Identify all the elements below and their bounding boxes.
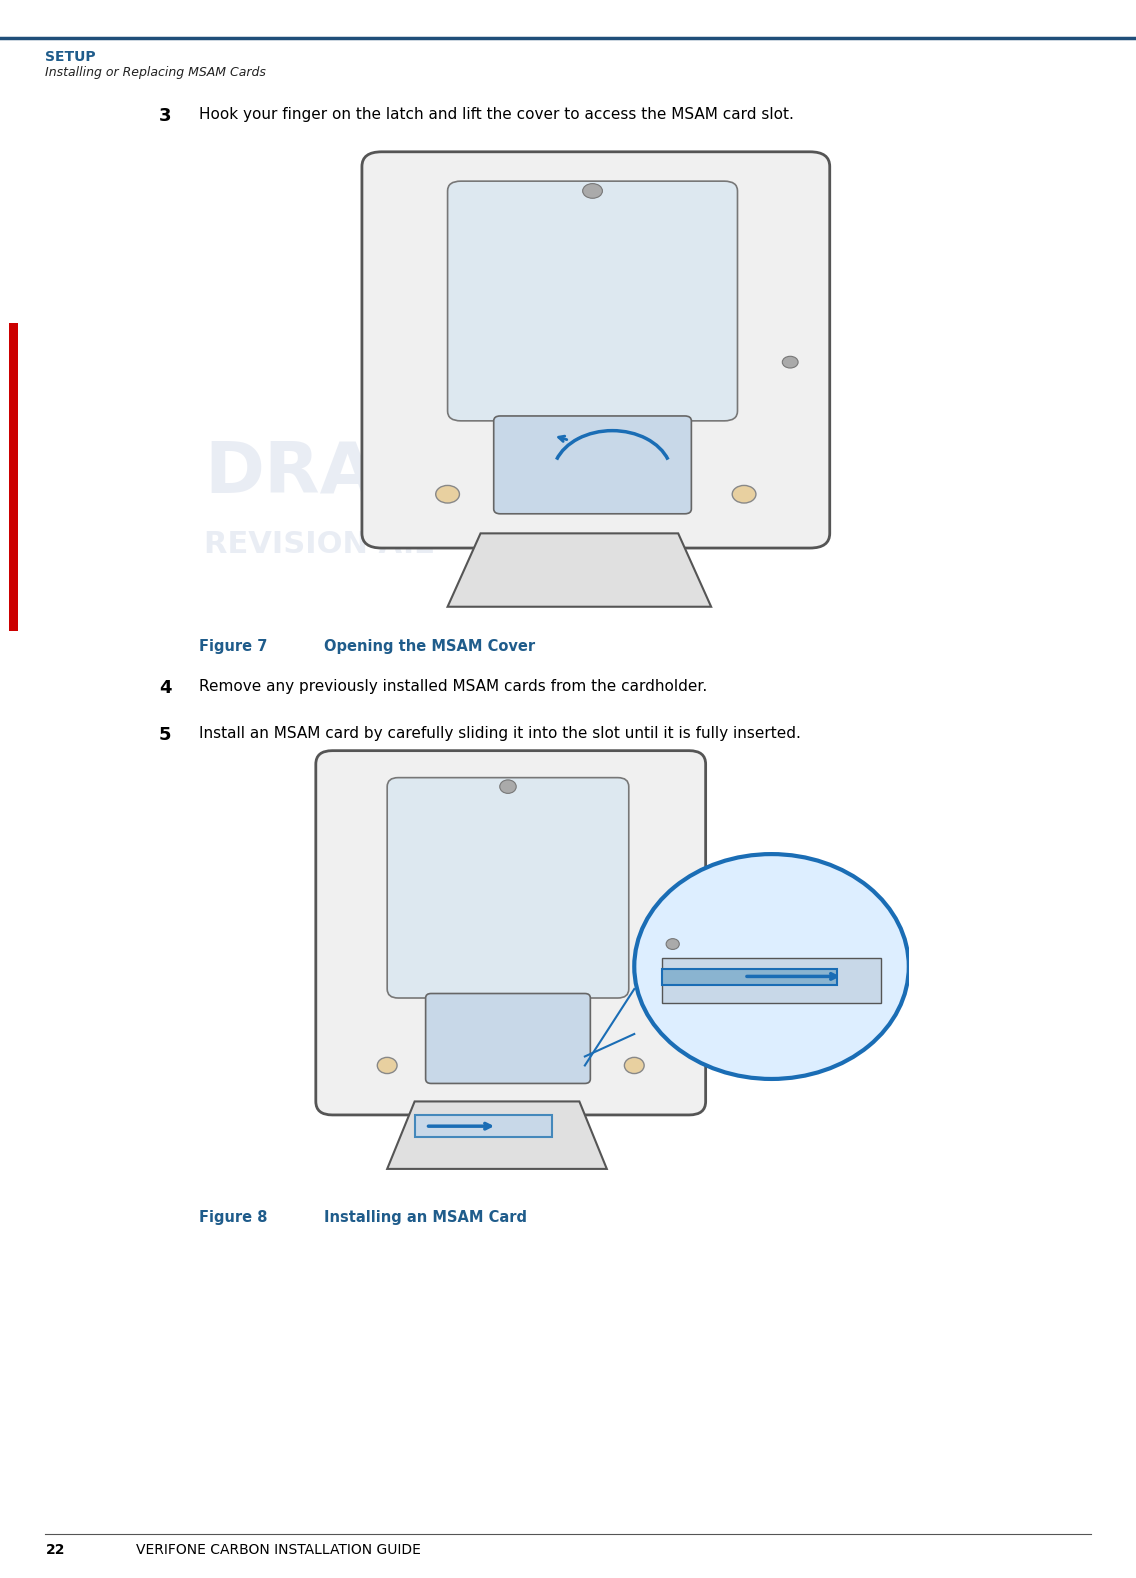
- Text: Figure 8: Figure 8: [199, 1210, 267, 1226]
- Text: SETUP: SETUP: [45, 50, 97, 65]
- Circle shape: [436, 486, 459, 503]
- FancyBboxPatch shape: [448, 181, 737, 421]
- FancyBboxPatch shape: [661, 958, 882, 1002]
- FancyBboxPatch shape: [316, 751, 705, 1116]
- Circle shape: [625, 1057, 644, 1073]
- Text: 22: 22: [45, 1543, 65, 1557]
- Circle shape: [583, 183, 602, 199]
- FancyBboxPatch shape: [661, 969, 837, 985]
- Text: 5: 5: [159, 726, 172, 743]
- FancyBboxPatch shape: [362, 151, 829, 548]
- FancyBboxPatch shape: [387, 778, 629, 997]
- Circle shape: [666, 939, 679, 950]
- Polygon shape: [448, 533, 711, 608]
- FancyBboxPatch shape: [494, 417, 692, 514]
- Text: REVISION A.2: REVISION A.2: [204, 530, 436, 559]
- Text: Remove any previously installed MSAM cards from the cardholder.: Remove any previously installed MSAM car…: [199, 679, 707, 694]
- FancyBboxPatch shape: [9, 323, 18, 631]
- Text: Figure 7: Figure 7: [199, 639, 267, 655]
- Text: 4: 4: [159, 679, 172, 696]
- FancyBboxPatch shape: [415, 1116, 552, 1138]
- Text: Install an MSAM card by carefully sliding it into the slot until it is fully ins: Install an MSAM card by carefully slidin…: [199, 726, 801, 742]
- Circle shape: [783, 357, 799, 368]
- Circle shape: [634, 854, 909, 1079]
- Text: 3: 3: [159, 107, 172, 125]
- Polygon shape: [387, 1101, 607, 1169]
- Circle shape: [733, 486, 755, 503]
- Text: Installing an MSAM Card: Installing an MSAM Card: [324, 1210, 527, 1226]
- Text: Opening the MSAM Cover: Opening the MSAM Cover: [324, 639, 535, 655]
- FancyBboxPatch shape: [426, 994, 591, 1084]
- Circle shape: [500, 780, 516, 794]
- Text: DRAFT: DRAFT: [204, 439, 475, 508]
- Text: Hook your finger on the latch and lift the cover to access the MSAM card slot.: Hook your finger on the latch and lift t…: [199, 107, 794, 123]
- Text: Installing or Replacing MSAM Cards: Installing or Replacing MSAM Cards: [45, 66, 266, 79]
- Text: VERIFONE CARBON INSTALLATION GUIDE: VERIFONE CARBON INSTALLATION GUIDE: [136, 1543, 421, 1557]
- Circle shape: [377, 1057, 398, 1073]
